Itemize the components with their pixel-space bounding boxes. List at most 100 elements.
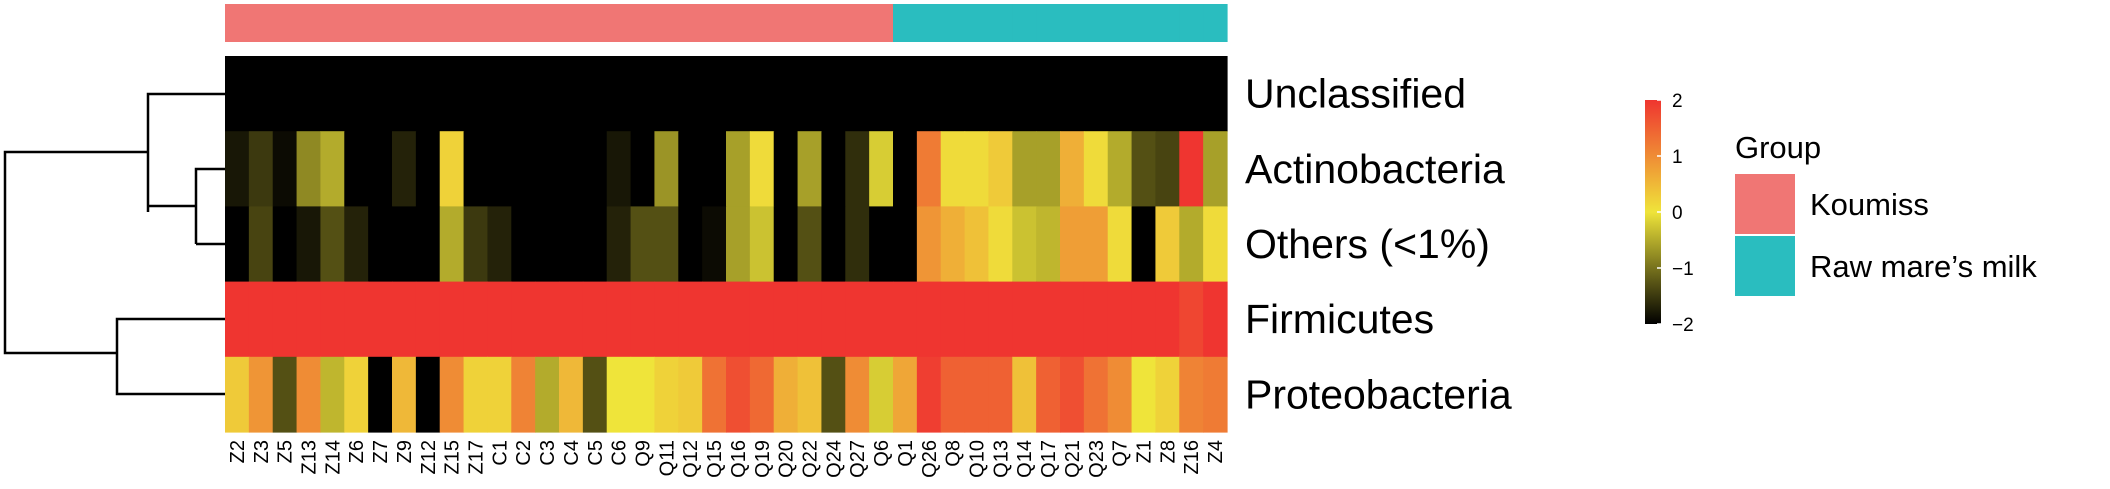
heatmap-cell	[773, 56, 799, 132]
column-label: Q9	[633, 440, 655, 467]
heatmap-cell	[1131, 281, 1157, 358]
heatmap-cell	[1155, 56, 1180, 132]
heatmap-cell	[248, 56, 274, 132]
heatmap-cell	[940, 56, 966, 132]
heatmap-cell	[845, 206, 870, 283]
heatmap-cell	[511, 131, 536, 207]
column-label: Z1	[1134, 440, 1156, 463]
heatmap-cell	[582, 356, 608, 433]
heatmap-cell	[487, 131, 512, 207]
heatmap-cell	[535, 56, 560, 132]
column-label: Q22	[800, 440, 822, 478]
group-bar-cell	[606, 4, 632, 42]
group-bar-cell	[1012, 4, 1037, 42]
dendrogram-branch-actinobacteria	[194, 167, 225, 244]
heatmap-cell	[1155, 356, 1180, 433]
heatmap-cell	[1179, 131, 1204, 207]
heatmap-cell	[415, 206, 441, 283]
heatmap-cell	[415, 131, 441, 207]
heatmap-cell	[463, 281, 489, 358]
group-bar-cell	[773, 4, 799, 42]
heatmap-cell	[392, 56, 417, 132]
heatmap-cell	[535, 281, 560, 358]
heatmap-cell	[1203, 131, 1228, 207]
group-bar-cell	[630, 4, 656, 42]
column-label: Q11	[656, 440, 678, 476]
heatmap-cell	[749, 131, 775, 207]
dendrogram-branch-firmicutes	[115, 317, 225, 396]
group-bar-cell	[869, 4, 894, 42]
heatmap-cell	[1036, 281, 1061, 358]
group-bar-cell	[893, 4, 918, 42]
heatmap-cell	[392, 356, 417, 433]
heatmap-cell	[320, 56, 345, 132]
heatmap-cell	[654, 356, 679, 433]
heatmap-cell	[1203, 206, 1228, 283]
heatmap-cell	[630, 56, 656, 132]
column-label: Z3	[251, 440, 273, 463]
group-bar-cell	[845, 4, 870, 42]
heatmap-cell	[606, 356, 632, 433]
heatmap-cell	[797, 281, 823, 358]
heatmap-cell	[654, 281, 679, 358]
heatmap-cell	[845, 56, 870, 132]
heatmap-cell	[797, 206, 823, 283]
heatmap-cell	[559, 281, 584, 358]
heatmap-cell	[654, 56, 679, 132]
group-bar-cell	[559, 4, 584, 42]
group-bar-cell	[797, 4, 823, 42]
group-bar-cell	[964, 4, 990, 42]
heatmap-cell	[845, 281, 870, 358]
column-label: Z15	[442, 440, 464, 474]
heatmap-cell	[463, 131, 489, 207]
group-bar-cell	[988, 4, 1013, 42]
heatmap-cell	[988, 281, 1013, 358]
heatmap-cell	[1036, 56, 1061, 132]
heatmap-cell	[1083, 281, 1109, 358]
heatmap-cell	[392, 206, 417, 283]
heatmap-cell	[272, 56, 298, 132]
heatmap-cell	[606, 131, 632, 207]
column-label: Q17	[1038, 440, 1060, 478]
group-bar-cell	[272, 4, 298, 42]
heatmap-cell	[988, 56, 1013, 132]
heatmap-cell	[272, 131, 298, 207]
heatmap-cell	[869, 206, 894, 283]
heatmap-cell	[964, 206, 990, 283]
heatmap-cell	[821, 206, 846, 283]
heatmap-cell	[1155, 131, 1180, 207]
column-label: Q1	[895, 440, 917, 467]
column-label: Q19	[752, 440, 774, 478]
heatmap-cell	[368, 56, 393, 132]
heatmap-cell	[1203, 56, 1228, 132]
heatmap-cell	[368, 206, 393, 283]
heatmap-cell	[869, 356, 894, 433]
heatmap-cell	[869, 281, 894, 358]
color-scale-tick-label: −2	[1672, 315, 1694, 336]
heatmap-cell	[726, 131, 751, 207]
group-legend-title: Group	[1735, 130, 1821, 165]
heatmap-cell	[415, 281, 441, 358]
heatmap-cell	[1203, 281, 1228, 358]
heatmap-cell	[1083, 56, 1109, 132]
heatmap-cell	[368, 131, 393, 207]
heatmap-cell	[344, 356, 369, 433]
heatmap-cell	[582, 281, 608, 358]
group-bar-cell	[1083, 4, 1109, 42]
column-label: Q8	[943, 440, 965, 467]
heatmap-cells	[225, 56, 1228, 433]
column-label: Z14	[322, 440, 344, 474]
color-scale-tick-label: −1	[1672, 259, 1694, 280]
heatmap-cell	[702, 281, 727, 358]
row-dendrogram	[3, 92, 225, 396]
heatmap-cell	[439, 131, 465, 207]
heatmap-cell	[511, 281, 536, 358]
column-label: Z5	[275, 440, 297, 463]
heatmap-cell	[296, 206, 322, 283]
group-legend-label: Raw mare’s milk	[1810, 249, 2037, 284]
heatmap-cell	[320, 356, 345, 433]
heatmap-cell	[559, 131, 584, 207]
heatmap-cell	[678, 206, 703, 283]
heatmap-cell	[821, 56, 846, 132]
group-bar-cell	[248, 4, 274, 42]
